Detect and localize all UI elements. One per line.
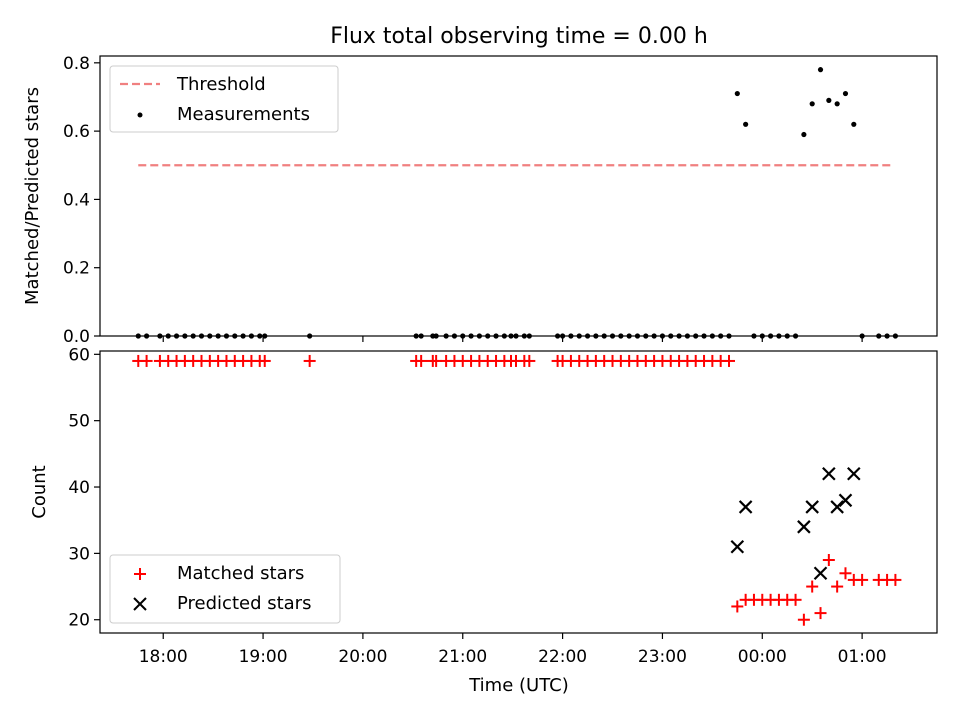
matched-stars-point — [258, 354, 271, 367]
measurement-point — [734, 90, 740, 97]
bottom-axes-frame — [99, 350, 938, 634]
matched-stars-point — [797, 613, 810, 626]
measurement-point — [801, 131, 807, 138]
measurements-legend-label: Measurements — [177, 104, 310, 125]
y-tick-label: 60 — [68, 345, 90, 365]
matched-stars-point — [839, 567, 852, 580]
top-axes-frame — [99, 55, 938, 337]
matched-stars-point — [822, 554, 835, 567]
measurement-point — [817, 67, 824, 73]
y-tick-label: 30 — [68, 544, 90, 564]
predicted-stars-point — [730, 539, 745, 554]
matched-stars-point — [523, 354, 536, 367]
bottom-y-ticks: 20 30 40 50 60 — [68, 345, 100, 631]
predicted-stars-point — [847, 466, 861, 481]
matched-stars-point — [889, 573, 902, 586]
matched-stars-point — [731, 600, 744, 613]
bottom-legend-box — [109, 554, 341, 624]
measurement-point — [842, 90, 849, 97]
matched-stars-point — [856, 573, 869, 586]
measurement-point — [834, 101, 840, 107]
matched-stars-point — [415, 354, 428, 367]
predicted-legend-label: Predicted stars — [177, 593, 311, 614]
matched-stars-point — [789, 593, 802, 606]
predicted-stars-point — [797, 520, 811, 534]
measurement-point — [851, 121, 857, 127]
top-legend-box — [109, 65, 339, 133]
matched-stars-point — [814, 607, 827, 620]
x-tick-label: 20:00 — [338, 647, 387, 667]
y-tick-label: 40 — [68, 478, 90, 498]
matched-stars-point — [303, 354, 316, 367]
bottom-x-ticks: 18:00 19:00 20:00 21:00 22:00 23:00 00:00 01:00 — [139, 633, 887, 667]
measurement-point — [743, 121, 749, 127]
y-tick-label: 0.8 — [63, 54, 90, 74]
y-tick-label: 0.4 — [63, 190, 90, 210]
matched-legend-label: Matched stars — [177, 563, 304, 584]
predicted-stars-point — [805, 500, 819, 514]
measurements-legend-swatch — [137, 112, 143, 118]
bottom-marks — [132, 354, 902, 626]
matched-stars-point — [140, 354, 153, 367]
x-tick-label: 22:00 — [538, 647, 587, 667]
predicted-legend-swatch — [133, 597, 147, 611]
matched-stars-point — [722, 354, 735, 367]
top-y-label: Matched/Predicted stars — [22, 87, 43, 305]
top-legend: Threshold Measurements — [109, 65, 339, 133]
matched-stars-point — [806, 580, 819, 593]
matched-stars-point — [831, 580, 844, 593]
x-tick-label: 23:00 — [638, 647, 687, 667]
measurement-point — [809, 101, 815, 107]
predicted-stars-point — [738, 500, 753, 514]
threshold-legend-label: Threshold — [176, 74, 266, 95]
x-tick-label: 21:00 — [438, 647, 487, 667]
matched-legend-swatch — [134, 568, 146, 580]
x-tick-label: 18:00 — [139, 647, 188, 667]
x-tick-label: 01:00 — [838, 647, 887, 667]
top-panel: 0.00.20.40.60.8 Matched/Predicted stars … — [22, 54, 938, 347]
bottom-x-label: Time (UTC) — [468, 675, 569, 696]
bottom-y-label: Count — [29, 465, 50, 518]
top-y-ticks: 0.0 0.2 0.4 0.6 0.8 — [63, 54, 100, 347]
predicted-stars-point — [813, 566, 828, 581]
measurement-point — [826, 97, 832, 103]
y-tick-label: 0.0 — [63, 327, 90, 347]
predicted-stars-point — [822, 466, 836, 481]
y-tick-label: 0.6 — [63, 122, 90, 142]
y-tick-label: 50 — [68, 412, 90, 432]
predicted-stars-point — [838, 493, 853, 508]
x-tick-label: 00:00 — [738, 647, 787, 667]
top-x-ticks — [162, 336, 863, 342]
y-tick-label: 20 — [68, 611, 90, 631]
predicted-stars-point — [830, 500, 844, 514]
chart-title: Flux total observing time = 0.00 h — [330, 24, 708, 49]
bottom-panel: 20 30 40 50 60 18:00 19:00 20:00 21:00 22:00 23:0… — [29, 345, 938, 696]
y-tick-label: 0.2 — [63, 259, 90, 279]
bottom-legend: Matched stars Predicted stars — [109, 554, 341, 624]
x-tick-label: 19:00 — [239, 647, 288, 667]
